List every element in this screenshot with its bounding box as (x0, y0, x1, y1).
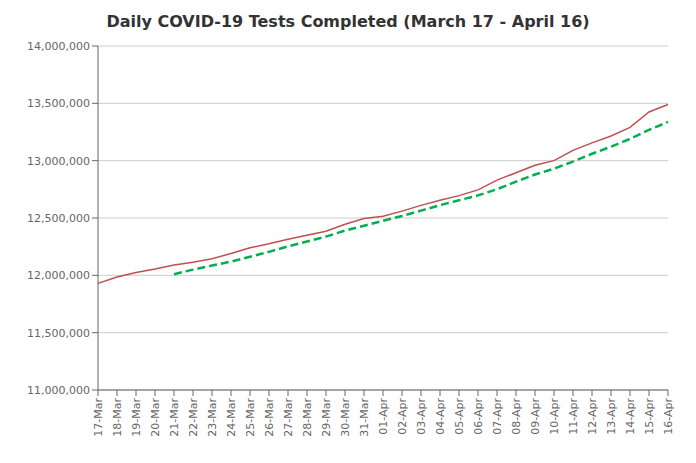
svg-text:15-Apr: 15-Apr (643, 398, 656, 435)
svg-text:14,000,000: 14,000,000 (27, 40, 90, 53)
svg-text:11,500,000: 11,500,000 (27, 327, 90, 340)
svg-text:24-Mar: 24-Mar (225, 398, 238, 437)
svg-text:06-Apr: 06-Apr (472, 398, 485, 435)
svg-text:21-Mar: 21-Mar (168, 398, 181, 437)
svg-text:08-Apr: 08-Apr (510, 398, 523, 435)
svg-text:12-Apr: 12-Apr (586, 398, 599, 435)
svg-text:11-Apr: 11-Apr (567, 398, 580, 435)
svg-text:25-Mar: 25-Mar (244, 398, 257, 437)
html-text:Daily COVID-19 Tests Completed: Daily COVID-19 Tests Completed (March 17… (106, 12, 590, 31)
svg-text:01-Apr: 01-Apr (377, 398, 390, 435)
svg-text:18-Mar: 18-Mar (111, 398, 124, 437)
svg-text:28-Mar: 28-Mar (301, 398, 314, 437)
svg-text:27-Mar: 27-Mar (282, 398, 295, 437)
svg-text:20-Mar: 20-Mar (149, 398, 162, 437)
svg-text:03-Apr: 03-Apr (415, 398, 428, 435)
svg-text:19-Mar: 19-Mar (130, 398, 143, 437)
svg-text:22-Mar: 22-Mar (187, 398, 200, 437)
svg-text:26-Mar: 26-Mar (263, 398, 276, 437)
svg-text:30-Mar: 30-Mar (339, 398, 352, 437)
svg-text:23-Mar: 23-Mar (206, 398, 219, 437)
svg-text:13-Apr: 13-Apr (605, 398, 618, 435)
svg-text:10-Apr: 10-Apr (548, 398, 561, 435)
svg-text:12,000,000: 12,000,000 (27, 269, 90, 282)
svg-text:13,500,000: 13,500,000 (27, 97, 90, 110)
svg-text:16-Apr: 16-Apr (662, 398, 675, 435)
svg-text:11,000,000: 11,000,000 (27, 384, 90, 397)
svg-text:31-Mar: 31-Mar (358, 398, 371, 437)
svg-text:05-Apr: 05-Apr (453, 398, 466, 435)
svg-text:09-Apr: 09-Apr (529, 398, 542, 435)
svg-text:13,000,000: 13,000,000 (27, 155, 90, 168)
svg-text:02-Apr: 02-Apr (396, 398, 409, 435)
svg-text:17-Mar: 17-Mar (92, 398, 105, 437)
svg-text:12,500,000: 12,500,000 (27, 212, 90, 225)
svg-text:07-Apr: 07-Apr (491, 398, 504, 435)
svg-text:04-Apr: 04-Apr (434, 398, 447, 435)
svg-text:29-Mar: 29-Mar (320, 398, 333, 437)
svg-text:14-Apr: 14-Apr (624, 398, 637, 435)
